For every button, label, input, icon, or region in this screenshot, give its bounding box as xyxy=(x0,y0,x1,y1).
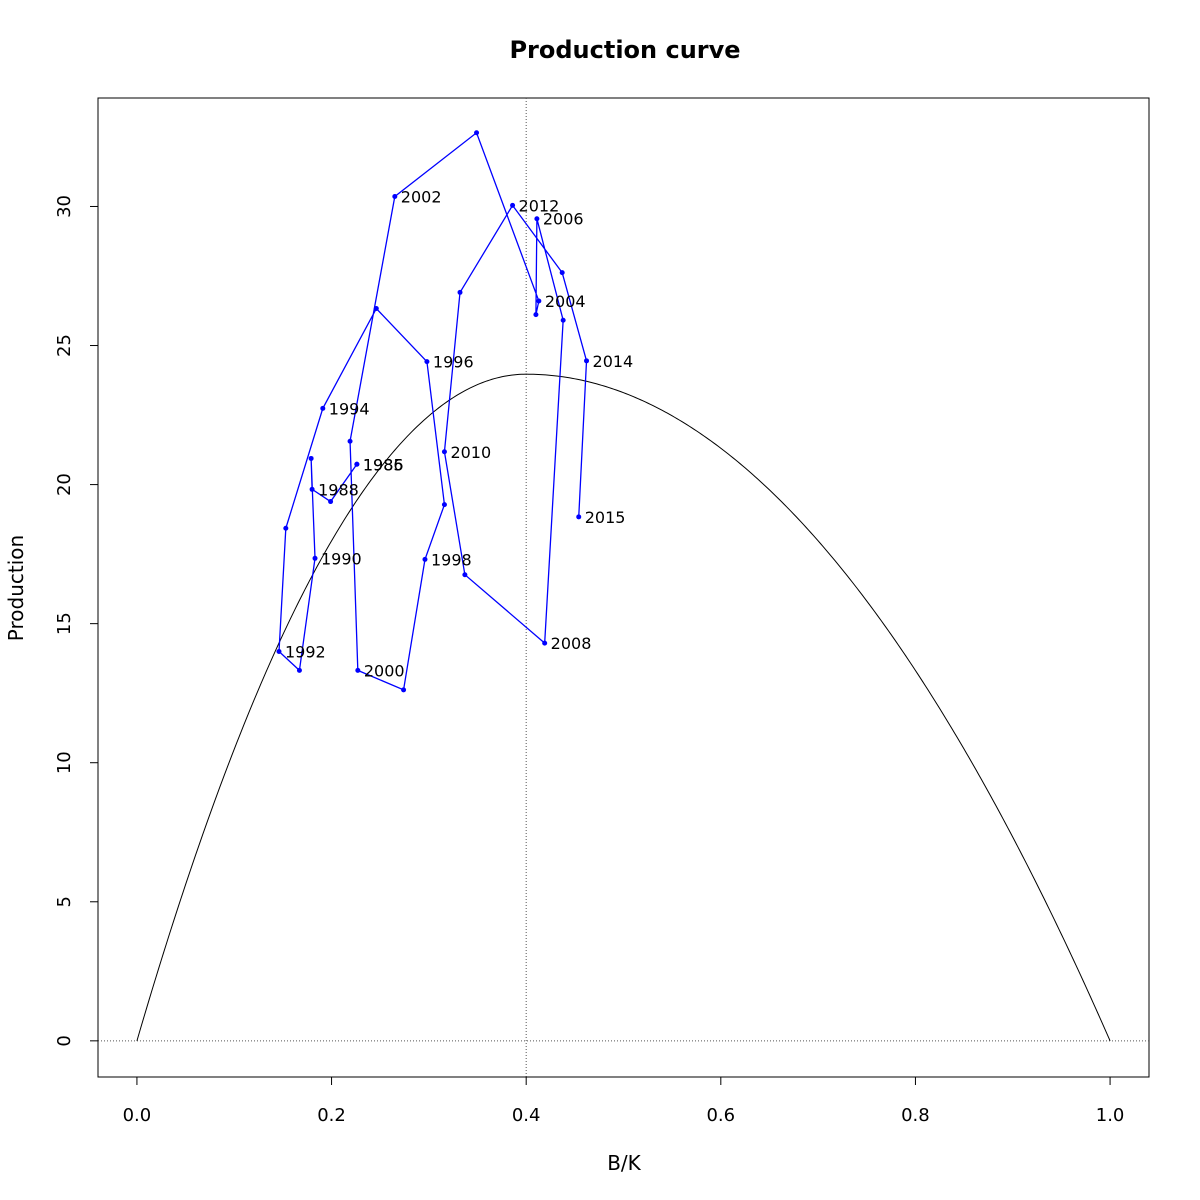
plot-frame xyxy=(97,97,1150,1078)
data-point-2005 xyxy=(533,312,539,318)
y-tick-label: 20 xyxy=(54,473,75,496)
data-point-2009 xyxy=(462,572,468,578)
data-point-1996 xyxy=(424,359,430,365)
point-label-2015: 2015 xyxy=(585,508,626,527)
point-label-1985: 1985 xyxy=(363,455,404,474)
data-series xyxy=(276,130,590,693)
data-point-1993 xyxy=(283,525,289,531)
point-label-1990: 1990 xyxy=(321,549,362,568)
data-point-1994 xyxy=(320,405,326,411)
point-label-2006: 2006 xyxy=(543,210,584,229)
reference-lines xyxy=(98,98,1149,1077)
data-point-2012 xyxy=(510,202,516,208)
y-tick-label: 15 xyxy=(54,612,75,635)
chart-title: Production curve xyxy=(509,36,740,64)
point-label-1988: 1988 xyxy=(318,480,359,499)
point-label-2000: 2000 xyxy=(364,661,405,680)
production-curve-line xyxy=(136,373,1111,1042)
data-point-1986 xyxy=(354,461,360,467)
point-label-2012: 2012 xyxy=(519,196,560,215)
data-point-1989 xyxy=(308,455,314,461)
data-point-2014 xyxy=(584,358,590,364)
data-point-2000 xyxy=(355,667,361,673)
data-point-2006 xyxy=(534,216,540,222)
y-tick-label: 25 xyxy=(54,334,75,357)
point-label-1998: 1998 xyxy=(431,550,472,569)
series-line xyxy=(278,131,588,691)
data-point-1988 xyxy=(309,486,315,492)
y-axis-label: Production xyxy=(4,535,28,641)
point-label-2004: 2004 xyxy=(545,292,586,311)
data-point-1998 xyxy=(422,556,428,562)
point-label-2002: 2002 xyxy=(401,187,442,206)
data-point-2011 xyxy=(457,289,463,295)
data-point-2007 xyxy=(560,317,566,323)
y-tick-label: 30 xyxy=(54,195,75,218)
data-point-2001 xyxy=(347,438,353,444)
y-tick-label: 10 xyxy=(54,751,75,774)
data-point-2015 xyxy=(576,514,582,520)
point-label-1994: 1994 xyxy=(329,399,370,418)
data-point-1995 xyxy=(373,306,379,312)
data-point-2008 xyxy=(542,640,548,646)
point-label-1986: 1986 xyxy=(363,455,404,474)
x-tick-label: 0.8 xyxy=(901,1105,930,1126)
data-point-2010 xyxy=(441,449,447,455)
point-label-1992: 1992 xyxy=(285,642,326,661)
data-point-1997 xyxy=(441,502,447,508)
x-tick-label: 1.0 xyxy=(1096,1105,1125,1126)
y-axis: 0 5 10 15 20 25 30 xyxy=(54,195,99,1047)
point-label-1996: 1996 xyxy=(433,353,474,372)
point-label-2010: 2010 xyxy=(450,443,491,462)
data-point-1992 xyxy=(276,648,282,654)
data-point-1999 xyxy=(401,687,407,693)
data-point-1990 xyxy=(312,555,318,561)
data-point-1987 xyxy=(328,499,334,505)
y-tick-label: 5 xyxy=(54,896,75,907)
production-curve xyxy=(136,373,1111,1042)
x-axis-label: B/K xyxy=(607,1151,641,1175)
x-tick-label: 0.0 xyxy=(123,1105,152,1126)
y-tick-label: 0 xyxy=(54,1035,75,1046)
data-point-2003 xyxy=(474,130,480,136)
x-axis: 0.0 0.2 0.4 0.6 0.8 1.0 xyxy=(123,1076,1125,1126)
data-point-1991 xyxy=(296,667,302,673)
point-label-2014: 2014 xyxy=(593,352,634,371)
data-point-2004 xyxy=(536,298,542,304)
x-tick-label: 0.4 xyxy=(512,1105,541,1126)
x-tick-label: 0.6 xyxy=(706,1105,735,1126)
point-label-2008: 2008 xyxy=(551,634,592,653)
data-point-2013 xyxy=(559,270,565,276)
x-tick-label: 0.2 xyxy=(317,1105,346,1126)
data-point-2002 xyxy=(392,193,398,199)
